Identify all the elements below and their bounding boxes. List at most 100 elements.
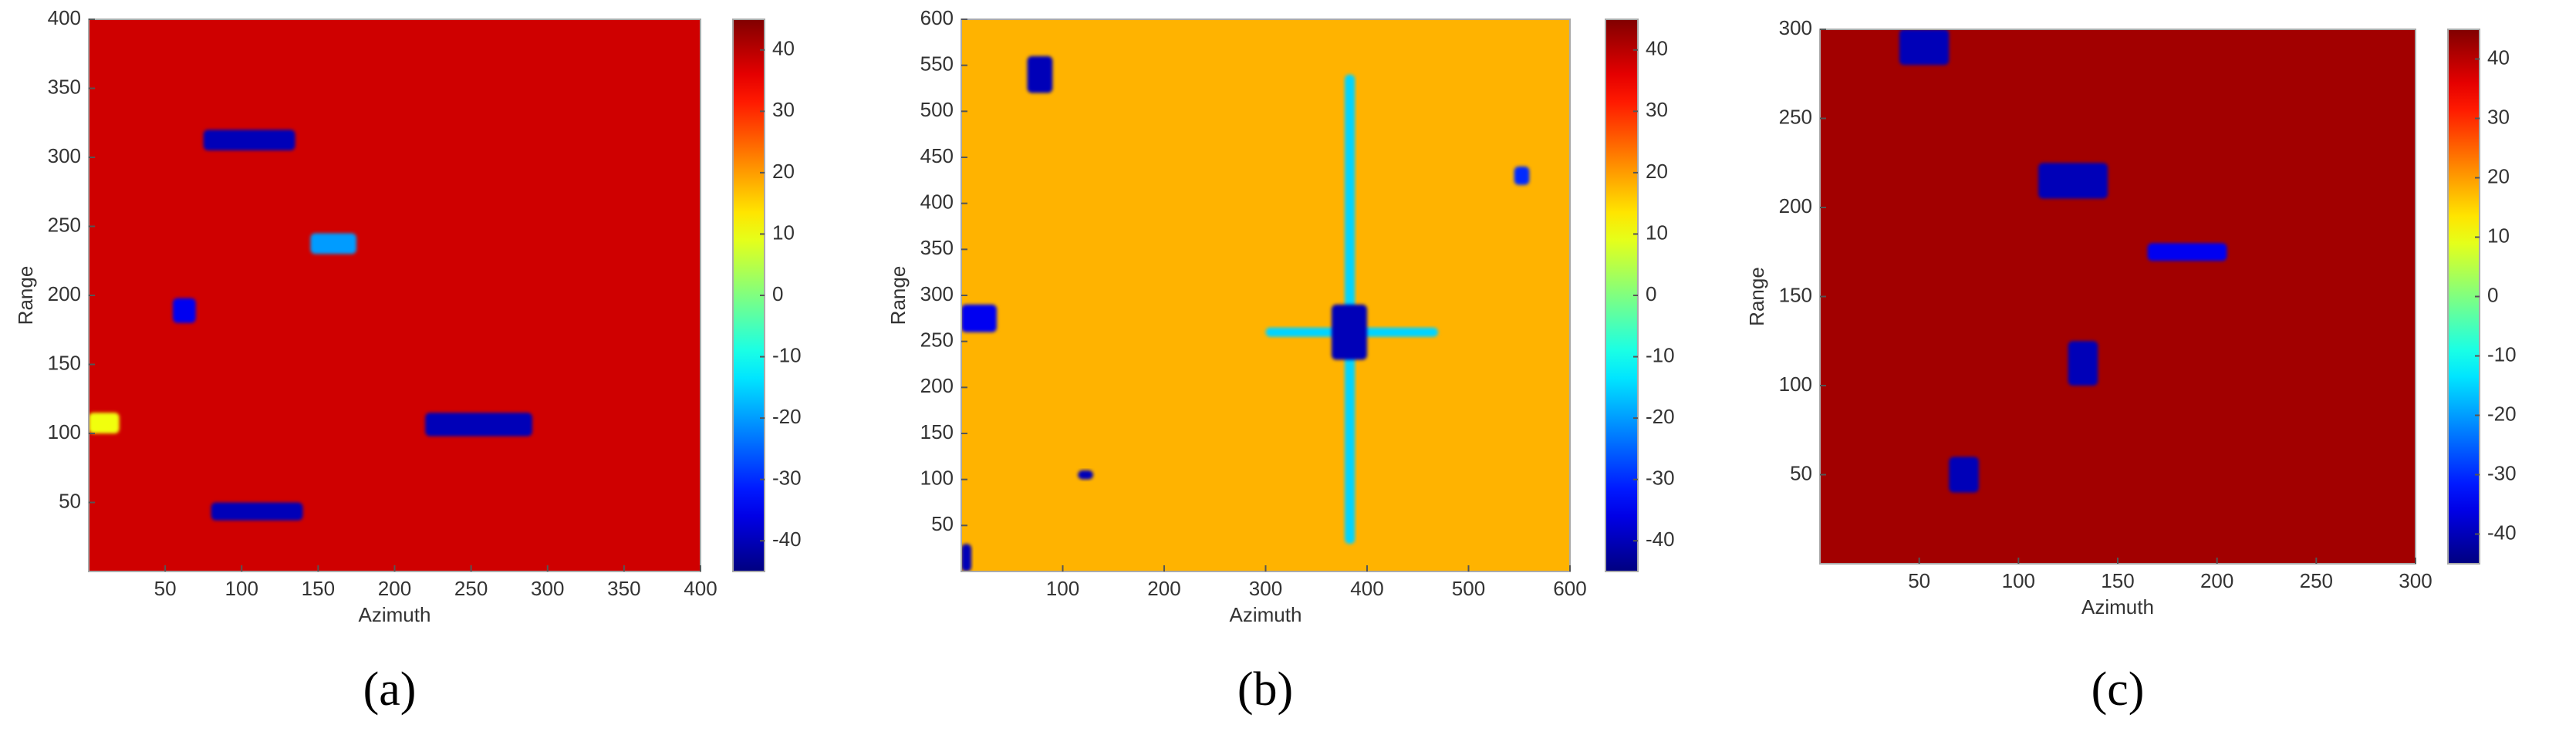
heatmap-patch (961, 544, 972, 571)
colorbar-tick-label: 30 (1646, 98, 1668, 121)
colorbar-tick-label: 0 (772, 282, 783, 305)
colorbar-tick-label: -20 (2487, 402, 2517, 425)
heatmap-patch (173, 298, 196, 323)
y-tick-label: 150 (1779, 283, 1812, 306)
heatmap-patch (1949, 457, 1979, 493)
colorbar-tick-label: 40 (2487, 46, 2510, 69)
x-tick-label: 150 (2101, 569, 2134, 592)
x-axis-label: Azimuth (2081, 595, 2154, 619)
x-tick-label: 50 (154, 577, 177, 600)
x-tick-label: 300 (2399, 569, 2432, 592)
colorbar-tick-label: -10 (1646, 343, 1675, 366)
y-axis-label: Range (1745, 267, 1768, 326)
x-axis-label: Azimuth (359, 603, 431, 626)
x-axis-label: Azimuth (1230, 603, 1302, 626)
heatmap-patch (1514, 166, 1530, 185)
colorbar-tick-label: 10 (772, 221, 795, 244)
x-tick-label: 50 (1908, 569, 1930, 592)
y-tick-label: 50 (59, 489, 81, 512)
y-tick-label: 450 (920, 144, 954, 167)
colorbar-tick-label: 20 (772, 160, 795, 183)
y-tick-label: 400 (920, 190, 954, 214)
heatmap-patches (961, 56, 1530, 571)
y-tick-label: 200 (48, 282, 81, 305)
y-tick-label: 50 (1790, 461, 1812, 484)
y-tick-label: 100 (920, 467, 954, 490)
colorbar-tick-label: -30 (772, 467, 802, 490)
y-tick-label: 100 (48, 420, 81, 443)
colorbar-tick-label: -40 (772, 528, 802, 551)
y-tick-label: 300 (48, 144, 81, 167)
y-tick-label: 150 (48, 351, 81, 374)
heatmap-patch (1027, 56, 1053, 93)
x-tick-label: 100 (2002, 569, 2035, 592)
y-tick-label: 250 (920, 329, 954, 352)
heatmap-patch (425, 413, 532, 437)
panel-label: (b) (1237, 663, 1293, 716)
x-tick-label: 400 (684, 577, 717, 600)
x-tick-label: 150 (302, 577, 335, 600)
heatmap-patch (2147, 243, 2227, 261)
y-tick-label: 300 (1779, 16, 1812, 39)
y-axis-label: Range (886, 266, 910, 325)
y-tick-label: 150 (920, 420, 954, 443)
x-tick-label: 250 (2300, 569, 2333, 592)
colorbar-tick-label: 20 (2487, 164, 2510, 187)
y-tick-label: 50 (931, 512, 954, 535)
y-tick-label: 400 (48, 6, 81, 29)
y-tick-label: 250 (1779, 105, 1812, 128)
y-tick-label: 300 (920, 282, 954, 305)
x-tick-label: 200 (1147, 577, 1180, 600)
colorbar-tick-label: -40 (2487, 521, 2517, 544)
heatmap-patch (203, 130, 295, 151)
colorbar-tick-label: 40 (772, 37, 795, 60)
panel-label: (a) (363, 663, 417, 716)
heatmap-background (89, 19, 701, 571)
colorbar (732, 19, 765, 572)
colorbar-tick-label: -40 (1646, 528, 1675, 551)
x-tick-label: 100 (225, 577, 258, 600)
y-tick-label: 350 (920, 236, 954, 259)
x-tick-label: 350 (607, 577, 640, 600)
colorbar (2447, 29, 2480, 565)
heatmap-patch (1078, 470, 1093, 480)
y-tick-label: 200 (1779, 194, 1812, 217)
x-tick-label: 200 (378, 577, 411, 600)
panel-label: (c) (2092, 663, 2145, 716)
colorbar-tick-label: -30 (2487, 461, 2517, 484)
x-tick-label: 300 (531, 577, 564, 600)
heatmap-patch (2068, 341, 2098, 386)
colorbar-tick-label: 40 (1646, 37, 1668, 60)
x-tick-label: 400 (1350, 577, 1383, 600)
y-tick-label: 350 (48, 75, 81, 98)
heatmap-patch (961, 304, 998, 332)
x-tick-label: 200 (2200, 569, 2233, 592)
x-tick-label: 100 (1046, 577, 1079, 600)
colorbar-tick-label: -20 (772, 405, 802, 428)
colorbar-tick-label: 20 (1646, 160, 1668, 183)
colorbar-tick-label: -20 (1646, 405, 1675, 428)
y-tick-label: 600 (920, 6, 954, 29)
colorbar-tick-label: 10 (1646, 221, 1668, 244)
heatmap-patch (2038, 163, 2108, 199)
heatmap-patch (1899, 29, 1950, 66)
heatmap-patch (211, 502, 303, 521)
heatmap-background (1820, 29, 2416, 564)
y-tick-label: 550 (920, 52, 954, 76)
colorbar-tick-label: 10 (2487, 224, 2510, 247)
y-axis-label: Range (14, 266, 37, 325)
x-tick-label: 600 (1553, 577, 1586, 600)
x-tick-label: 500 (1452, 577, 1485, 600)
y-tick-label: 100 (1779, 372, 1812, 396)
colorbar-tick-label: 0 (1646, 282, 1656, 305)
x-tick-label: 300 (1249, 577, 1282, 600)
colorbar-tick-label: -10 (2487, 342, 2517, 366)
heatmap-patches (1899, 29, 2227, 493)
colorbar-tick-label: 30 (772, 98, 795, 121)
x-tick-label: 250 (454, 577, 488, 600)
colorbar (1605, 19, 1639, 572)
heatmap-patch (1331, 304, 1367, 360)
heatmap-patch (310, 233, 356, 255)
colorbar-tick-label: -30 (1646, 467, 1675, 490)
